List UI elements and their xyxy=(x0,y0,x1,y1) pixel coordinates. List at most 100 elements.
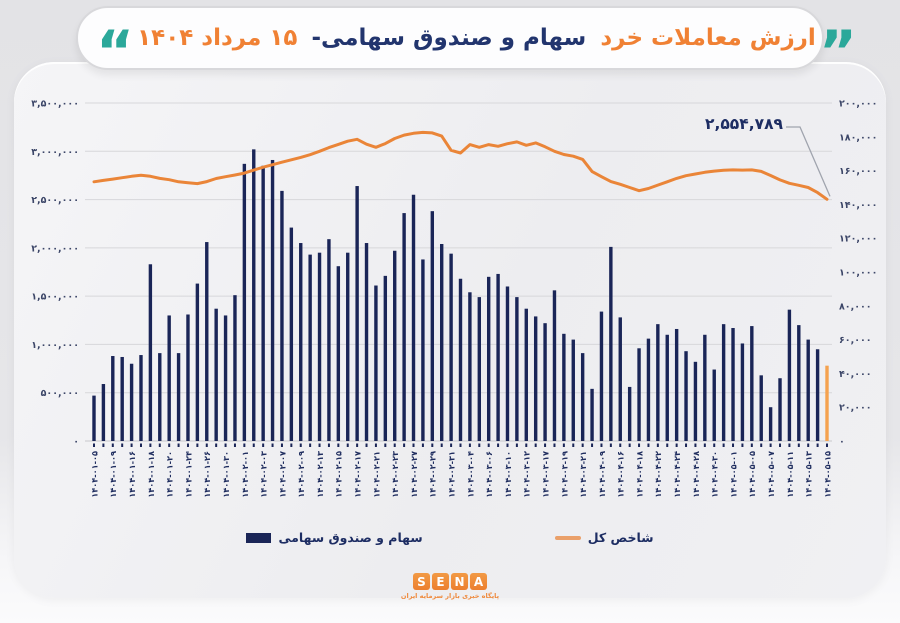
x-axis-tick xyxy=(186,443,189,447)
x-axis-tick xyxy=(769,443,772,447)
bar xyxy=(195,283,200,441)
x-axis-tick xyxy=(431,443,434,447)
bar xyxy=(458,278,463,441)
x-tick-date-label: ۱۴۰۴-۰۲-۰۷ xyxy=(277,451,287,498)
bar xyxy=(609,246,613,441)
bar xyxy=(496,273,500,441)
bar xyxy=(101,384,106,441)
bar xyxy=(684,351,688,441)
bar xyxy=(524,308,528,441)
bar xyxy=(637,348,641,441)
x-axis-tick xyxy=(421,443,424,447)
x-axis-tick xyxy=(760,443,763,447)
x-axis-tick xyxy=(487,443,490,447)
x-axis-tick xyxy=(638,443,641,447)
x-axis-tick xyxy=(356,443,359,447)
bar-highlighted xyxy=(825,365,829,441)
x-axis-tick xyxy=(600,443,603,447)
left-axis-tick-label: ۵۰۰,۰۰۰ xyxy=(41,388,79,399)
x-axis-tick xyxy=(130,443,133,447)
bar xyxy=(477,297,481,441)
x-axis-tick xyxy=(619,443,622,447)
title-subject-segment: سهام و صندوق سهامی- xyxy=(311,25,587,51)
x-tick-date-label: ۱۴۰۴-۰۵-۱۵ xyxy=(822,451,832,498)
x-axis-tick xyxy=(205,443,208,447)
x-axis-tick xyxy=(337,443,340,447)
x-tick-date-label: ۱۴۰۴-۰۲-۲۳ xyxy=(390,451,400,498)
bar xyxy=(486,276,491,441)
x-tick-date-label: ۱۴۰۴-۰۱-۰۹ xyxy=(108,451,118,498)
x-tick-date-label: ۱۴۰۴-۰۳-۰۴ xyxy=(465,451,475,498)
index-value-annotation: ۲,۵۵۴,۷۸۹ xyxy=(705,115,783,133)
bar xyxy=(562,333,566,441)
right-axis-tick-label: ۴۰,۰۰۰ xyxy=(839,369,872,380)
logo-letter-box: N xyxy=(451,573,468,590)
x-axis-tick xyxy=(788,443,791,447)
x-axis-tick xyxy=(506,443,509,447)
x-axis-tick xyxy=(515,443,518,447)
bar xyxy=(411,194,416,441)
logo-letter-box: E xyxy=(432,573,449,590)
logo-letter-box: S xyxy=(413,573,430,590)
x-axis-tick xyxy=(93,443,95,447)
x-axis-tick xyxy=(816,443,819,447)
x-axis-tick xyxy=(628,443,631,447)
right-axis-tick-label: ۱۰۰,۰۰۰ xyxy=(839,268,877,279)
x-axis-tick xyxy=(290,443,293,447)
x-tick-date-label: ۱۴۰۴-۰۴-۱۶ xyxy=(616,451,626,498)
right-axis-tick-label: ۲۰۰,۰۰۰ xyxy=(839,99,877,110)
bar xyxy=(364,243,369,441)
x-tick-date-label: ۱۴۰۴-۰۱-۰۵ xyxy=(89,451,99,498)
page-title: ارزش معاملات خرد سهام و صندوق سهامی- ۱۵ … xyxy=(134,25,819,51)
x-axis-tick xyxy=(656,443,659,447)
bar xyxy=(214,308,218,441)
bar xyxy=(242,163,247,441)
x-axis-tick xyxy=(280,443,283,447)
left-axis-tick-label: ۲,۰۰۰,۰۰۰ xyxy=(31,243,79,254)
legend-index-label: شاخص کل xyxy=(587,530,654,545)
x-axis-tick xyxy=(271,443,274,447)
x-axis-tick xyxy=(384,443,387,447)
bar xyxy=(280,190,284,441)
bar xyxy=(759,375,763,441)
bar xyxy=(750,326,754,441)
x-axis-tick xyxy=(703,443,706,447)
bars-swatch-icon xyxy=(246,532,272,543)
x-axis-tick xyxy=(309,443,312,447)
x-axis-tick xyxy=(346,443,349,447)
x-tick-date-label: ۱۴۰۴-۰۲-۲۱ xyxy=(371,451,381,498)
x-axis-tick xyxy=(121,443,124,447)
bar xyxy=(552,290,557,441)
x-tick-date-label: ۱۴۰۴-۰۱-۳۰ xyxy=(221,451,231,498)
right-axis-tick-label: ۲۰,۰۰۰ xyxy=(839,403,872,414)
bar xyxy=(327,239,331,441)
bar xyxy=(252,149,256,441)
bar xyxy=(355,186,359,441)
bar xyxy=(768,407,773,441)
right-axis-tick-label: ۱۸۰,۰۰۰ xyxy=(839,132,877,143)
title-value-segment: ارزش معاملات خرد xyxy=(600,25,816,51)
bar xyxy=(139,355,143,441)
left-axis-tick-label: ۱,۰۰۰,۰۰۰ xyxy=(31,340,79,351)
bar xyxy=(299,243,303,441)
logo-subtitle: پایگاه خبری بازار سرمایه ایران xyxy=(400,592,500,600)
bar xyxy=(233,295,237,441)
bar xyxy=(317,252,322,441)
legend-bars-label: سهام و صندوق سهامی xyxy=(278,530,423,545)
index-line-swatch-icon xyxy=(554,535,581,540)
sena-logo: S E N A پایگاه خبری بازار سرمایه ایران xyxy=(0,573,900,600)
x-axis-tick xyxy=(525,443,528,447)
left-axis-tick-label: ۳,۰۰۰,۰۰۰ xyxy=(31,147,79,158)
logo-letter-box: A xyxy=(470,573,487,590)
x-axis-tick xyxy=(562,443,565,447)
x-axis-tick xyxy=(722,443,725,447)
x-axis-tick xyxy=(647,443,650,447)
bar xyxy=(289,227,294,441)
bar xyxy=(806,339,810,441)
bar xyxy=(646,338,651,441)
x-axis-tick xyxy=(534,443,537,447)
left-axis-tick-label: ۲,۵۰۰,۰۰۰ xyxy=(31,195,79,206)
x-axis-tick xyxy=(102,443,105,447)
x-axis-tick xyxy=(196,443,199,447)
bar xyxy=(148,264,153,441)
